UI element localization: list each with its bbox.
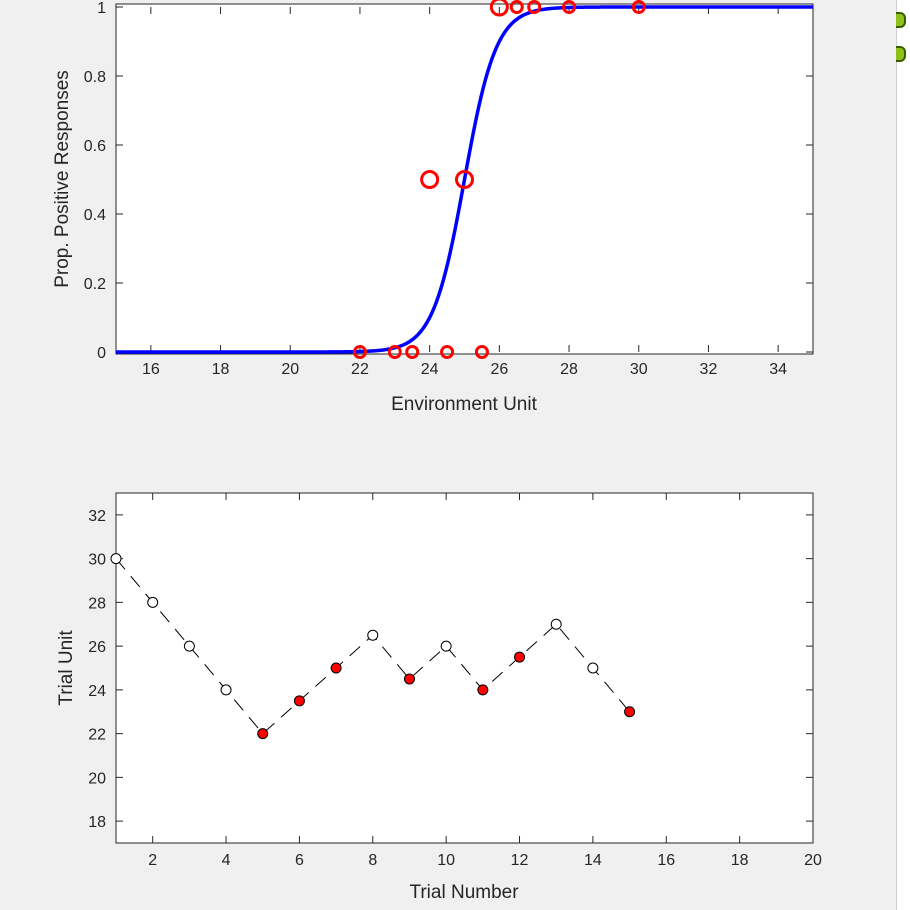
- y-tick-label: 20: [88, 770, 106, 787]
- y-axis-label-trial-unit: Trial Unit: [56, 630, 77, 706]
- x-tick-label: 30: [630, 361, 648, 378]
- x-tick-label: 20: [281, 361, 299, 378]
- y-tick-label: 0.2: [84, 276, 106, 293]
- psychometric-points-layer: [352, 0, 646, 359]
- trial-point-filled: [514, 651, 526, 663]
- trial-point-filled: [257, 728, 269, 740]
- response-data-point: [474, 345, 489, 359]
- trial-point-open: [587, 662, 599, 674]
- x-tick-label: 20: [804, 852, 822, 869]
- trial-point-filled: [293, 695, 305, 707]
- trial-point-filled: [624, 706, 636, 718]
- y-tick-label: 26: [88, 639, 106, 656]
- x-tick-label: 24: [421, 361, 439, 378]
- x-tick-label: 18: [731, 852, 749, 869]
- y-axis-label-prop-positive-responses: Prop. Positive Responses: [52, 70, 73, 288]
- y-tick-label: 24: [88, 683, 106, 700]
- y-tick-label: 0.8: [84, 69, 106, 86]
- response-data-point: [562, 0, 577, 14]
- y-tick-label: 32: [88, 508, 106, 525]
- window-right-edge: [896, 0, 910, 910]
- response-data-point: [420, 170, 440, 189]
- x-tick-label: 6: [295, 852, 304, 869]
- x-tick-label: 10: [437, 852, 455, 869]
- trial-point-open: [220, 684, 232, 696]
- staircase-points-layer: [110, 553, 636, 740]
- trial-point-filled: [403, 673, 415, 685]
- x-tick-label: 26: [490, 361, 508, 378]
- trial-point-open: [110, 553, 122, 565]
- x-tick-label: 2: [148, 852, 157, 869]
- x-tick-label: 16: [142, 361, 160, 378]
- x-tick-label: 34: [769, 361, 787, 378]
- y-tick-label: 28: [88, 595, 106, 612]
- x-tick-label: 32: [700, 361, 718, 378]
- response-data-point: [440, 345, 455, 359]
- x-tick-label: 14: [584, 852, 602, 869]
- psychometric-curve-layer: [116, 5, 813, 354]
- psychometric-axes: 16 18 20 22 24 26 28 30 32 34 0 0.2 0.4 0.6 0.8 1 Envir…: [52, 0, 814, 415]
- x-tick-label: 4: [222, 852, 231, 869]
- y-tick-label: 22: [88, 727, 106, 744]
- x-tick-label: 18: [212, 361, 230, 378]
- psychometric-fit-curve: [116, 5, 813, 354]
- x-tick-label: 16: [657, 852, 675, 869]
- trial-point-open: [147, 596, 159, 608]
- response-data-point: [509, 0, 524, 14]
- response-data-point: [527, 0, 542, 14]
- y-tick-label: 30: [88, 552, 106, 569]
- x-axis-label-trial-number: Trial Number: [409, 882, 519, 903]
- response-data-point: [631, 0, 646, 14]
- y-tick-label: 0.4: [84, 207, 106, 224]
- x-tick-label: 12: [511, 852, 529, 869]
- x-tick-label: 8: [368, 852, 377, 869]
- x-tick-label: 28: [560, 361, 578, 378]
- y-tick-label: 0.6: [84, 138, 106, 155]
- trial-point-open: [550, 618, 562, 630]
- response-data-point: [405, 345, 420, 359]
- edge-marker-top: [896, 12, 906, 28]
- response-data-point: [455, 170, 474, 189]
- x-tick-label: 22: [351, 361, 369, 378]
- trial-point-open: [440, 640, 452, 652]
- trial-point-filled: [477, 684, 489, 696]
- trial-point-open: [183, 640, 195, 652]
- y-tick-label: 18: [88, 814, 106, 831]
- response-data-point: [352, 345, 367, 359]
- trial-point-filled: [330, 662, 342, 674]
- response-data-point: [387, 345, 402, 359]
- y-tick-label: 1: [97, 0, 106, 17]
- edge-marker-bottom: [896, 46, 906, 62]
- y-tick-label: 0: [97, 345, 106, 362]
- response-data-point: [489, 0, 509, 17]
- x-axis-label-environment-unit: Environment Unit: [391, 394, 537, 415]
- trial-point-open: [367, 629, 379, 641]
- psychometric-ticks: 16 18 20 22 24 26 28 30 32 34 0 0.2 0.4 0.6 0.8 1: [84, 0, 813, 378]
